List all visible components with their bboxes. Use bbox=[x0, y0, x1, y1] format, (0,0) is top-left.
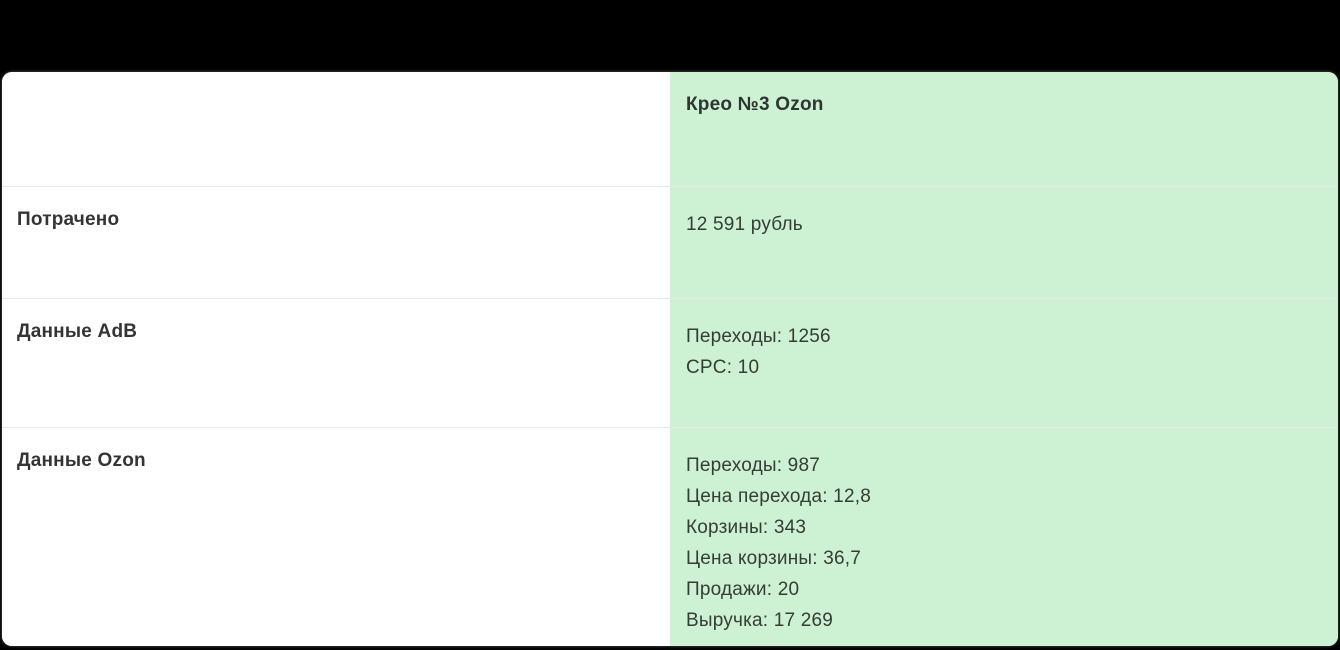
cell-line: 12 591 рубль bbox=[686, 213, 803, 235]
cell-line: Переходы: 1256 bbox=[686, 326, 831, 348]
table-row-adb: Данные AdB Переходы: 1256 CPC: 10 bbox=[2, 299, 1338, 428]
row-label-cell[interactable]: Данные Ozon bbox=[2, 428, 670, 646]
header-empty-cell[interactable] bbox=[2, 72, 670, 186]
header-value-cell[interactable]: Крео №3 Ozon bbox=[670, 72, 1338, 186]
cell-line: Цена корзины: 36,7 bbox=[686, 548, 862, 569]
cell-line: CPC: 10 bbox=[686, 357, 760, 379]
row-value-cell[interactable]: 12 591 рубль bbox=[670, 186, 1338, 299]
row-label: Данные Ozon bbox=[17, 450, 146, 471]
cell-line: Выручка: 17 269 bbox=[686, 610, 834, 631]
table-row-ozon: Данные Ozon Переходы: 987 Цена перехода:… bbox=[2, 428, 1338, 646]
cell-line: Переходы: 987 bbox=[686, 455, 820, 476]
column-header-creo-3-ozon: Крео №3 Ozon bbox=[686, 94, 824, 115]
cell-line: Цена перехода: 12,8 bbox=[686, 486, 871, 507]
row-value-cell[interactable]: Переходы: 987 Цена перехода: 12,8 Корзин… bbox=[670, 428, 1338, 646]
cell-line: Корзины: 343 bbox=[686, 517, 807, 538]
table-card: Крео №3 Ozon Потрачено 12 591 рубль Данн… bbox=[2, 72, 1338, 646]
row-label-cell[interactable]: Потрачено bbox=[2, 186, 670, 299]
row-value-cell[interactable]: Переходы: 1256 CPC: 10 bbox=[670, 299, 1338, 427]
row-label-cell[interactable]: Данные AdB bbox=[2, 299, 670, 427]
row-label: Данные AdB bbox=[17, 321, 138, 343]
cell-line: Продажи: 20 bbox=[686, 579, 800, 600]
row-label: Потрачено bbox=[17, 208, 120, 230]
table-row-spent: Потрачено 12 591 рубль bbox=[2, 186, 1338, 300]
table-header-row: Крео №3 Ozon bbox=[2, 72, 1338, 187]
